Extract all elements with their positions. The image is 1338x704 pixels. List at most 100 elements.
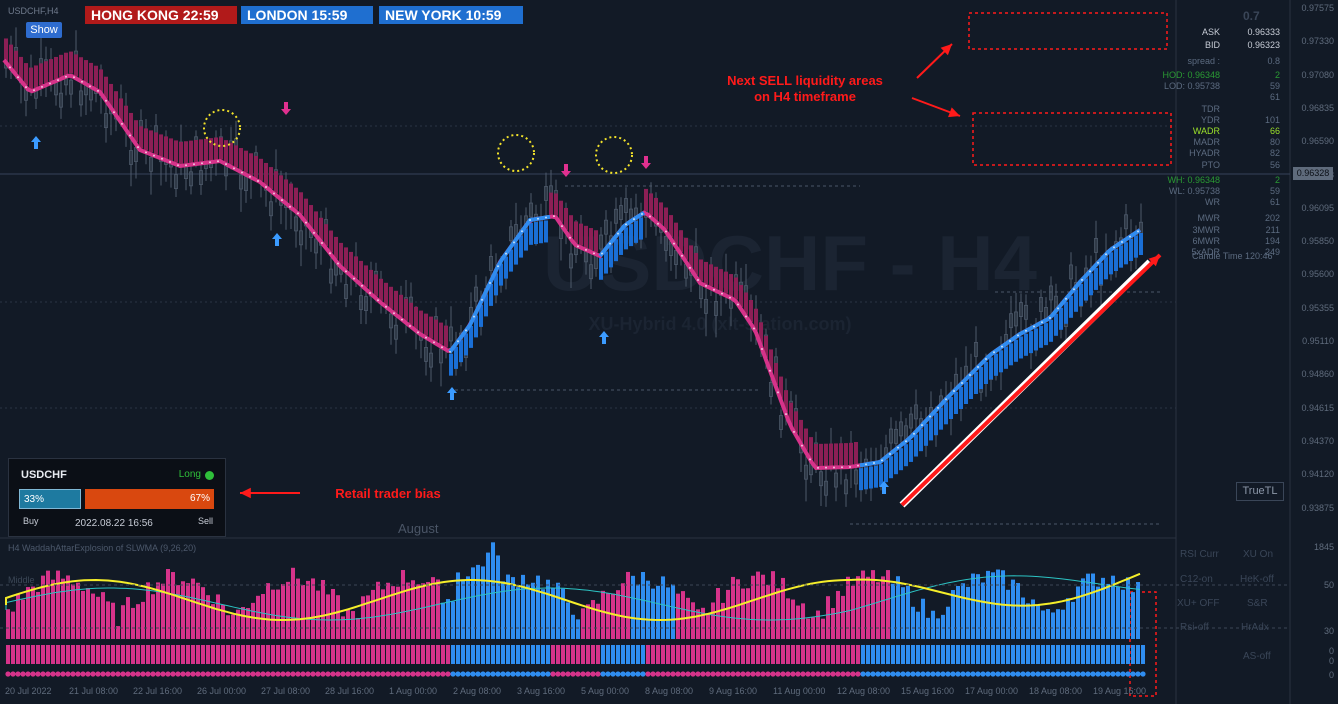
strength-dot <box>495 671 501 677</box>
stat-row-value: 80 <box>1269 137 1280 148</box>
trend-bar <box>74 54 78 77</box>
strength-bar <box>606 645 610 664</box>
trend-bar <box>319 217 323 240</box>
ma-dot <box>1113 246 1115 249</box>
sell-percentage-bar: 67% <box>85 489 214 509</box>
indicator-button[interactable]: XU+ OFF <box>1177 598 1220 609</box>
trend-bar <box>734 277 738 300</box>
strength-bar <box>391 645 395 664</box>
histogram-bar <box>346 609 350 639</box>
ma-dot <box>737 303 739 306</box>
ma-dot <box>81 80 83 83</box>
histogram-bar <box>761 574 765 639</box>
strength-dot <box>45 671 51 677</box>
indicator-button[interactable]: AS-off <box>1243 651 1271 662</box>
trend-bar <box>614 239 618 262</box>
histogram-bar <box>1036 605 1040 639</box>
strength-dot <box>465 671 471 677</box>
strength-dot <box>180 671 186 677</box>
trend-bar <box>994 353 998 376</box>
histogram-bar <box>501 581 505 639</box>
ma-dot <box>849 466 851 468</box>
buy-arrow-icon <box>272 233 282 246</box>
strength-bar <box>221 645 225 664</box>
strength-dot <box>540 671 546 677</box>
strength-dot <box>1140 671 1146 677</box>
indicator-middle-label: Middle <box>8 575 35 585</box>
indicator-button[interactable]: HeK-off <box>1240 574 1274 585</box>
strength-bar <box>306 645 310 664</box>
ma-dot <box>545 216 547 219</box>
strength-bar <box>611 645 615 664</box>
strength-dot <box>1055 671 1061 677</box>
trend-bar <box>1089 273 1093 296</box>
strength-dot <box>390 671 396 677</box>
strength-bar <box>1041 645 1045 664</box>
strength-dot <box>265 671 271 677</box>
indicator-button[interactable]: XU On <box>1243 549 1274 560</box>
strength-bar <box>1056 645 1060 664</box>
histogram-bar <box>101 592 105 639</box>
indicator-tick: 0 <box>1328 670 1334 680</box>
ma-dot <box>441 346 443 349</box>
ma-dot <box>777 391 779 394</box>
strength-dot <box>140 671 146 677</box>
trend-bar <box>454 346 458 369</box>
candle-body <box>899 421 903 437</box>
trend-bar <box>704 261 708 284</box>
candle-body <box>174 174 178 190</box>
strength-dot <box>1085 671 1091 677</box>
stat-row-key: MADR <box>1193 137 1221 148</box>
strength-dot <box>400 671 406 677</box>
indicator-button[interactable]: RSI Curr <box>1180 549 1219 560</box>
candle-body <box>704 298 708 314</box>
histogram-bar <box>1011 579 1015 639</box>
indicator-button[interactable]: HrAdx <box>1241 622 1269 633</box>
truetl-button[interactable]: TrueTL <box>1236 482 1284 501</box>
strength-bar <box>206 645 210 664</box>
trend-bar <box>639 217 643 240</box>
strength-dot <box>830 671 836 677</box>
trend-bar <box>539 221 543 244</box>
indicator-button[interactable]: S&R <box>1247 598 1268 609</box>
price-tick: 0.95850 <box>1301 236 1334 247</box>
trend-bar <box>1024 333 1028 356</box>
trend-bar <box>899 448 903 471</box>
candle-body <box>779 415 783 430</box>
strength-bar <box>521 645 525 664</box>
time-tick: 2 Aug 08:00 <box>453 686 502 696</box>
strength-bar <box>1131 645 1135 664</box>
strength-dot <box>865 671 871 677</box>
stat-row-key: WR <box>1205 197 1220 208</box>
buy-arrow-icon <box>447 387 457 400</box>
histogram-bar <box>581 608 585 639</box>
indicator-button[interactable]: C12-on <box>1180 574 1213 585</box>
ma-dot <box>1049 317 1051 319</box>
trend-bar <box>354 256 358 279</box>
strength-bar <box>441 645 445 664</box>
histogram-bar <box>546 579 550 639</box>
histogram-bar <box>656 585 660 639</box>
strength-dot <box>65 671 71 677</box>
ma-dot <box>9 66 11 69</box>
strength-dot <box>580 671 586 677</box>
trend-bar <box>774 363 778 385</box>
show-button[interactable]: Show <box>26 22 62 38</box>
strength-dot <box>820 671 826 677</box>
strength-bar <box>1036 645 1040 664</box>
histogram-bar <box>736 579 740 639</box>
strength-bar <box>266 645 270 664</box>
trend-bar <box>324 224 328 247</box>
histogram-bar <box>21 599 25 639</box>
histogram-bar <box>76 582 80 639</box>
indicator-button[interactable]: Rsi-off <box>1180 622 1209 633</box>
histogram-bar <box>601 590 605 639</box>
strength-bar <box>191 645 195 664</box>
strength-dot <box>930 671 936 677</box>
trend-bar <box>844 443 848 466</box>
ma-dot <box>857 464 859 467</box>
strength-dot <box>95 671 101 677</box>
trend-bar <box>374 274 378 297</box>
histogram-bar <box>481 566 485 639</box>
